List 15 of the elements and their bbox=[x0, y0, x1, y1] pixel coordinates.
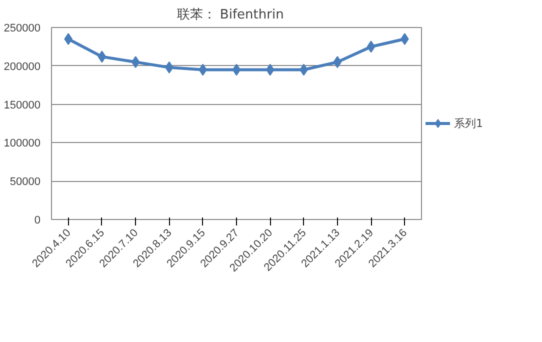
y-tick-label: 50000 bbox=[10, 176, 41, 188]
point bbox=[198, 64, 208, 76]
y-tick-label: 0 bbox=[34, 214, 41, 226]
y-tick-label: 150000 bbox=[4, 99, 41, 112]
point bbox=[98, 50, 106, 63]
point bbox=[366, 40, 376, 53]
point bbox=[131, 56, 140, 68]
y-tick-label: 200000 bbox=[4, 60, 41, 73]
point bbox=[232, 64, 241, 76]
chart-title: 联苯： Bifenthrin bbox=[176, 8, 284, 22]
y-tick-label: 250000 bbox=[4, 22, 41, 34]
point bbox=[333, 56, 342, 68]
y-tick-label: 100000 bbox=[4, 138, 41, 150]
point bbox=[266, 64, 274, 76]
legend-label: 系列1 bbox=[454, 116, 483, 130]
